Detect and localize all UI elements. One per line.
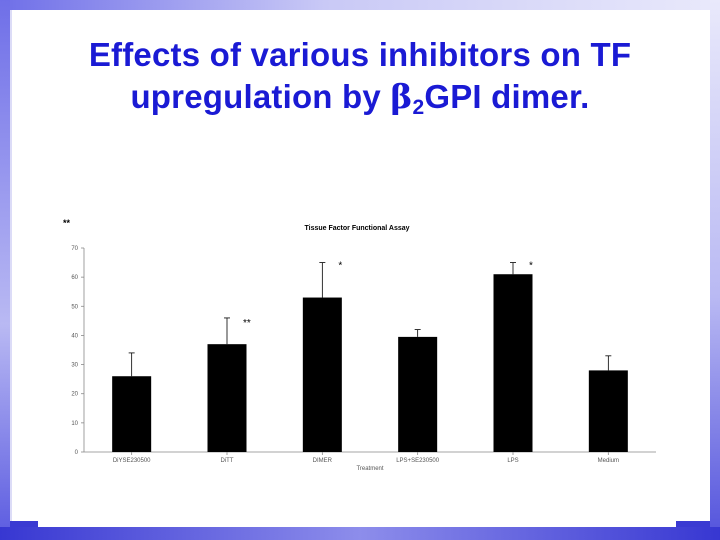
x-tick-label: LPS	[507, 458, 518, 464]
slide-frame-inner-edge	[10, 10, 12, 526]
x-tick-label: DiYSE230500	[113, 458, 151, 464]
bar	[398, 336, 438, 452]
slide-title-suffix: GPI dimer.	[424, 78, 590, 115]
bar	[302, 297, 342, 452]
x-axis-ticks: DiYSE230500 DiTT DIMER LPS+SE230500 LPS Mediu…	[113, 452, 619, 464]
y-tick-label: 10	[71, 421, 78, 427]
slide-frame-right	[710, 0, 720, 540]
y-tick-label: 50	[71, 304, 78, 310]
x-tick-label: Medium	[598, 458, 619, 464]
y-tick-label: 70	[71, 246, 78, 252]
bar	[112, 376, 152, 452]
y-axis-ticks: 0 10 20 30 40 50 60 70	[71, 246, 84, 456]
x-tick-label: LPS+SE230500	[396, 458, 440, 464]
significance-marker: *	[529, 261, 533, 272]
slide-title-line-2: upregulation by β2GPI dimer.	[30, 76, 690, 118]
y-tick-label: 0	[75, 450, 79, 456]
panel-marker: **	[63, 218, 71, 228]
slide-frame-left	[0, 0, 10, 540]
beta-symbol: β	[390, 77, 413, 116]
y-tick-label: 60	[71, 275, 78, 281]
bar	[493, 274, 533, 452]
x-tick-label: DiTT	[221, 458, 234, 464]
slide-title-prefix: upregulation by	[130, 78, 391, 115]
chart-title: Tissue Factor Functional Assay	[304, 225, 409, 232]
y-tick-label: 20	[71, 392, 78, 398]
slide-title: Effects of various inhibitors on TF upre…	[30, 34, 690, 118]
x-axis-label: Treatment	[356, 466, 383, 472]
y-tick-label: 30	[71, 363, 78, 369]
slide-frame-top	[0, 0, 720, 10]
bar	[207, 344, 247, 452]
significance-marker: *	[338, 261, 342, 272]
slide-frame-corner-left	[10, 521, 38, 527]
significance-marker: **	[243, 318, 251, 329]
y-tick-label: 40	[71, 333, 78, 339]
slide-frame-corner-right	[676, 521, 710, 527]
title-subscript: 2	[412, 96, 425, 119]
slide-title-line-1: Effects of various inhibitors on TF	[88, 36, 632, 73]
bar-series: *** *	[112, 261, 628, 452]
x-tick-label: DIMER	[313, 458, 333, 464]
slide-frame-bottom	[0, 527, 720, 540]
bar	[588, 370, 628, 452]
